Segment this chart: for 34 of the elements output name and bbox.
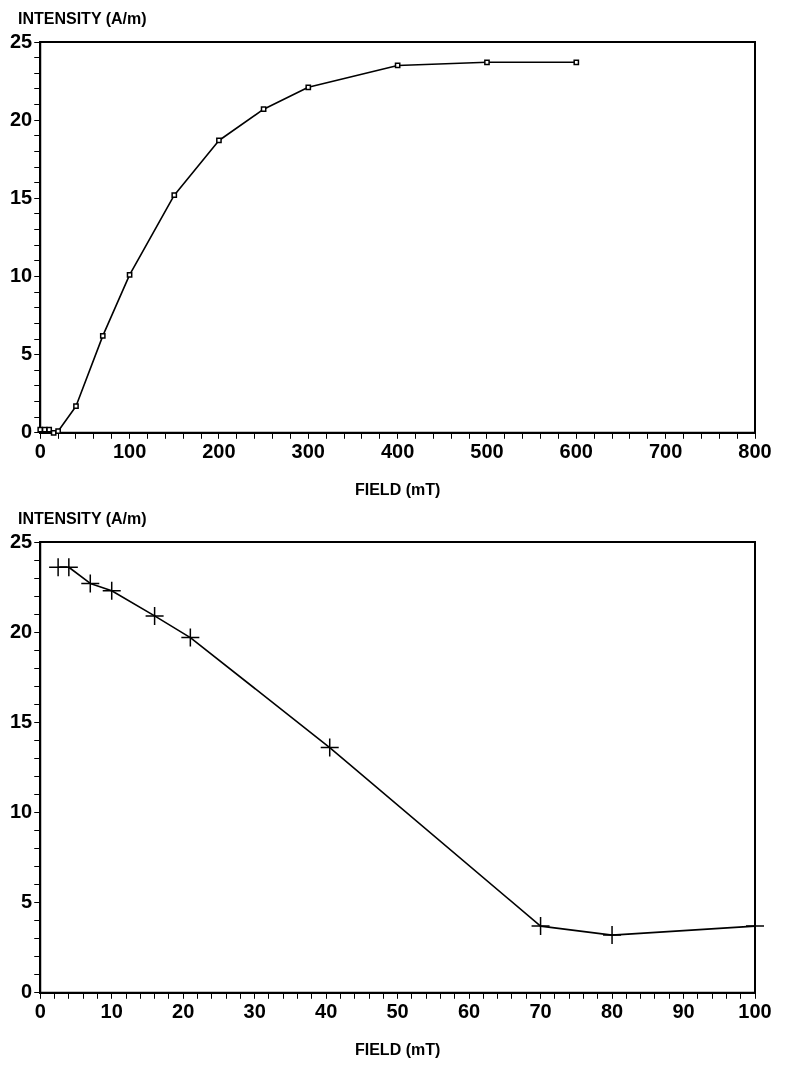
y-tick-label: 0 — [21, 980, 33, 1003]
x-tick-label: 90 — [672, 1000, 695, 1023]
x-tick-label: 100 — [112, 440, 147, 463]
x-tick-label: 20 — [172, 1000, 195, 1023]
x-tick-label: 10 — [100, 1000, 123, 1023]
x-tick-label: 600 — [559, 440, 593, 463]
x-tick-label: 40 — [315, 1000, 338, 1023]
y-tick-label: 25 — [10, 529, 33, 552]
y-tick-label: 5 — [21, 342, 33, 365]
x-tick-label: 50 — [386, 1000, 409, 1023]
x-tick-label: 100 — [738, 1000, 772, 1023]
x-tick-label: 30 — [243, 1000, 266, 1023]
x-axis-title: FIELD (mT) — [354, 480, 441, 498]
y-tick-label: 20 — [10, 107, 33, 130]
x-tick-label: 800 — [738, 440, 772, 463]
y-tick-label: 25 — [10, 29, 33, 52]
y-tick-label: 20 — [10, 619, 33, 642]
x-tick-label: 80 — [600, 1000, 624, 1023]
y-axis-title: INTENSITY (A/m) — [18, 10, 147, 28]
x-tick-label: 70 — [529, 1000, 552, 1023]
x-tick-label: 700 — [648, 440, 683, 463]
y-tick-label: 5 — [21, 890, 33, 913]
y-axis-title: INTENSITY (A/m) — [18, 510, 147, 528]
x-tick-label: 300 — [291, 440, 325, 463]
x-tick-label: 60 — [457, 1000, 481, 1023]
y-tick-label: 10 — [10, 264, 33, 286]
x-tick-label: 500 — [470, 440, 504, 463]
x-tick-label: 400 — [380, 440, 415, 463]
y-tick-label: 15 — [10, 709, 33, 732]
x-tick-label: 200 — [202, 440, 236, 463]
y-tick-label: 10 — [10, 800, 33, 822]
x-axis-title: FIELD (mT) — [354, 1040, 441, 1058]
y-tick-label: 0 — [21, 420, 33, 443]
y-tick-label: 15 — [10, 185, 33, 208]
